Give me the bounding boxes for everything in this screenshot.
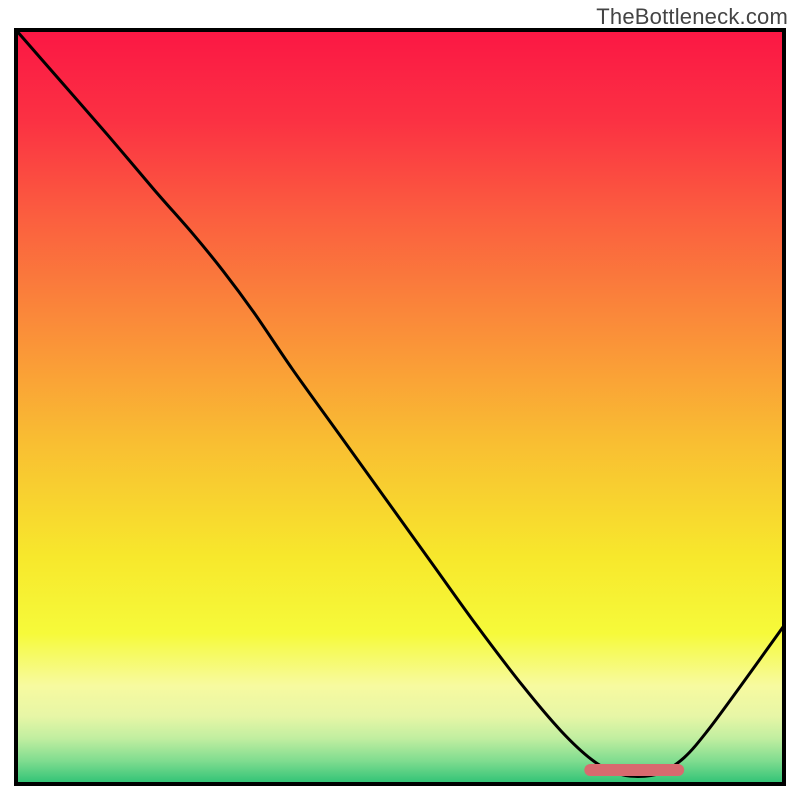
chart-svg [0, 0, 800, 800]
optimal-range-marker [584, 764, 684, 776]
plot-background [16, 30, 784, 784]
chart-container: TheBottleneck.com [0, 0, 800, 800]
watermark-text: TheBottleneck.com [596, 4, 788, 30]
